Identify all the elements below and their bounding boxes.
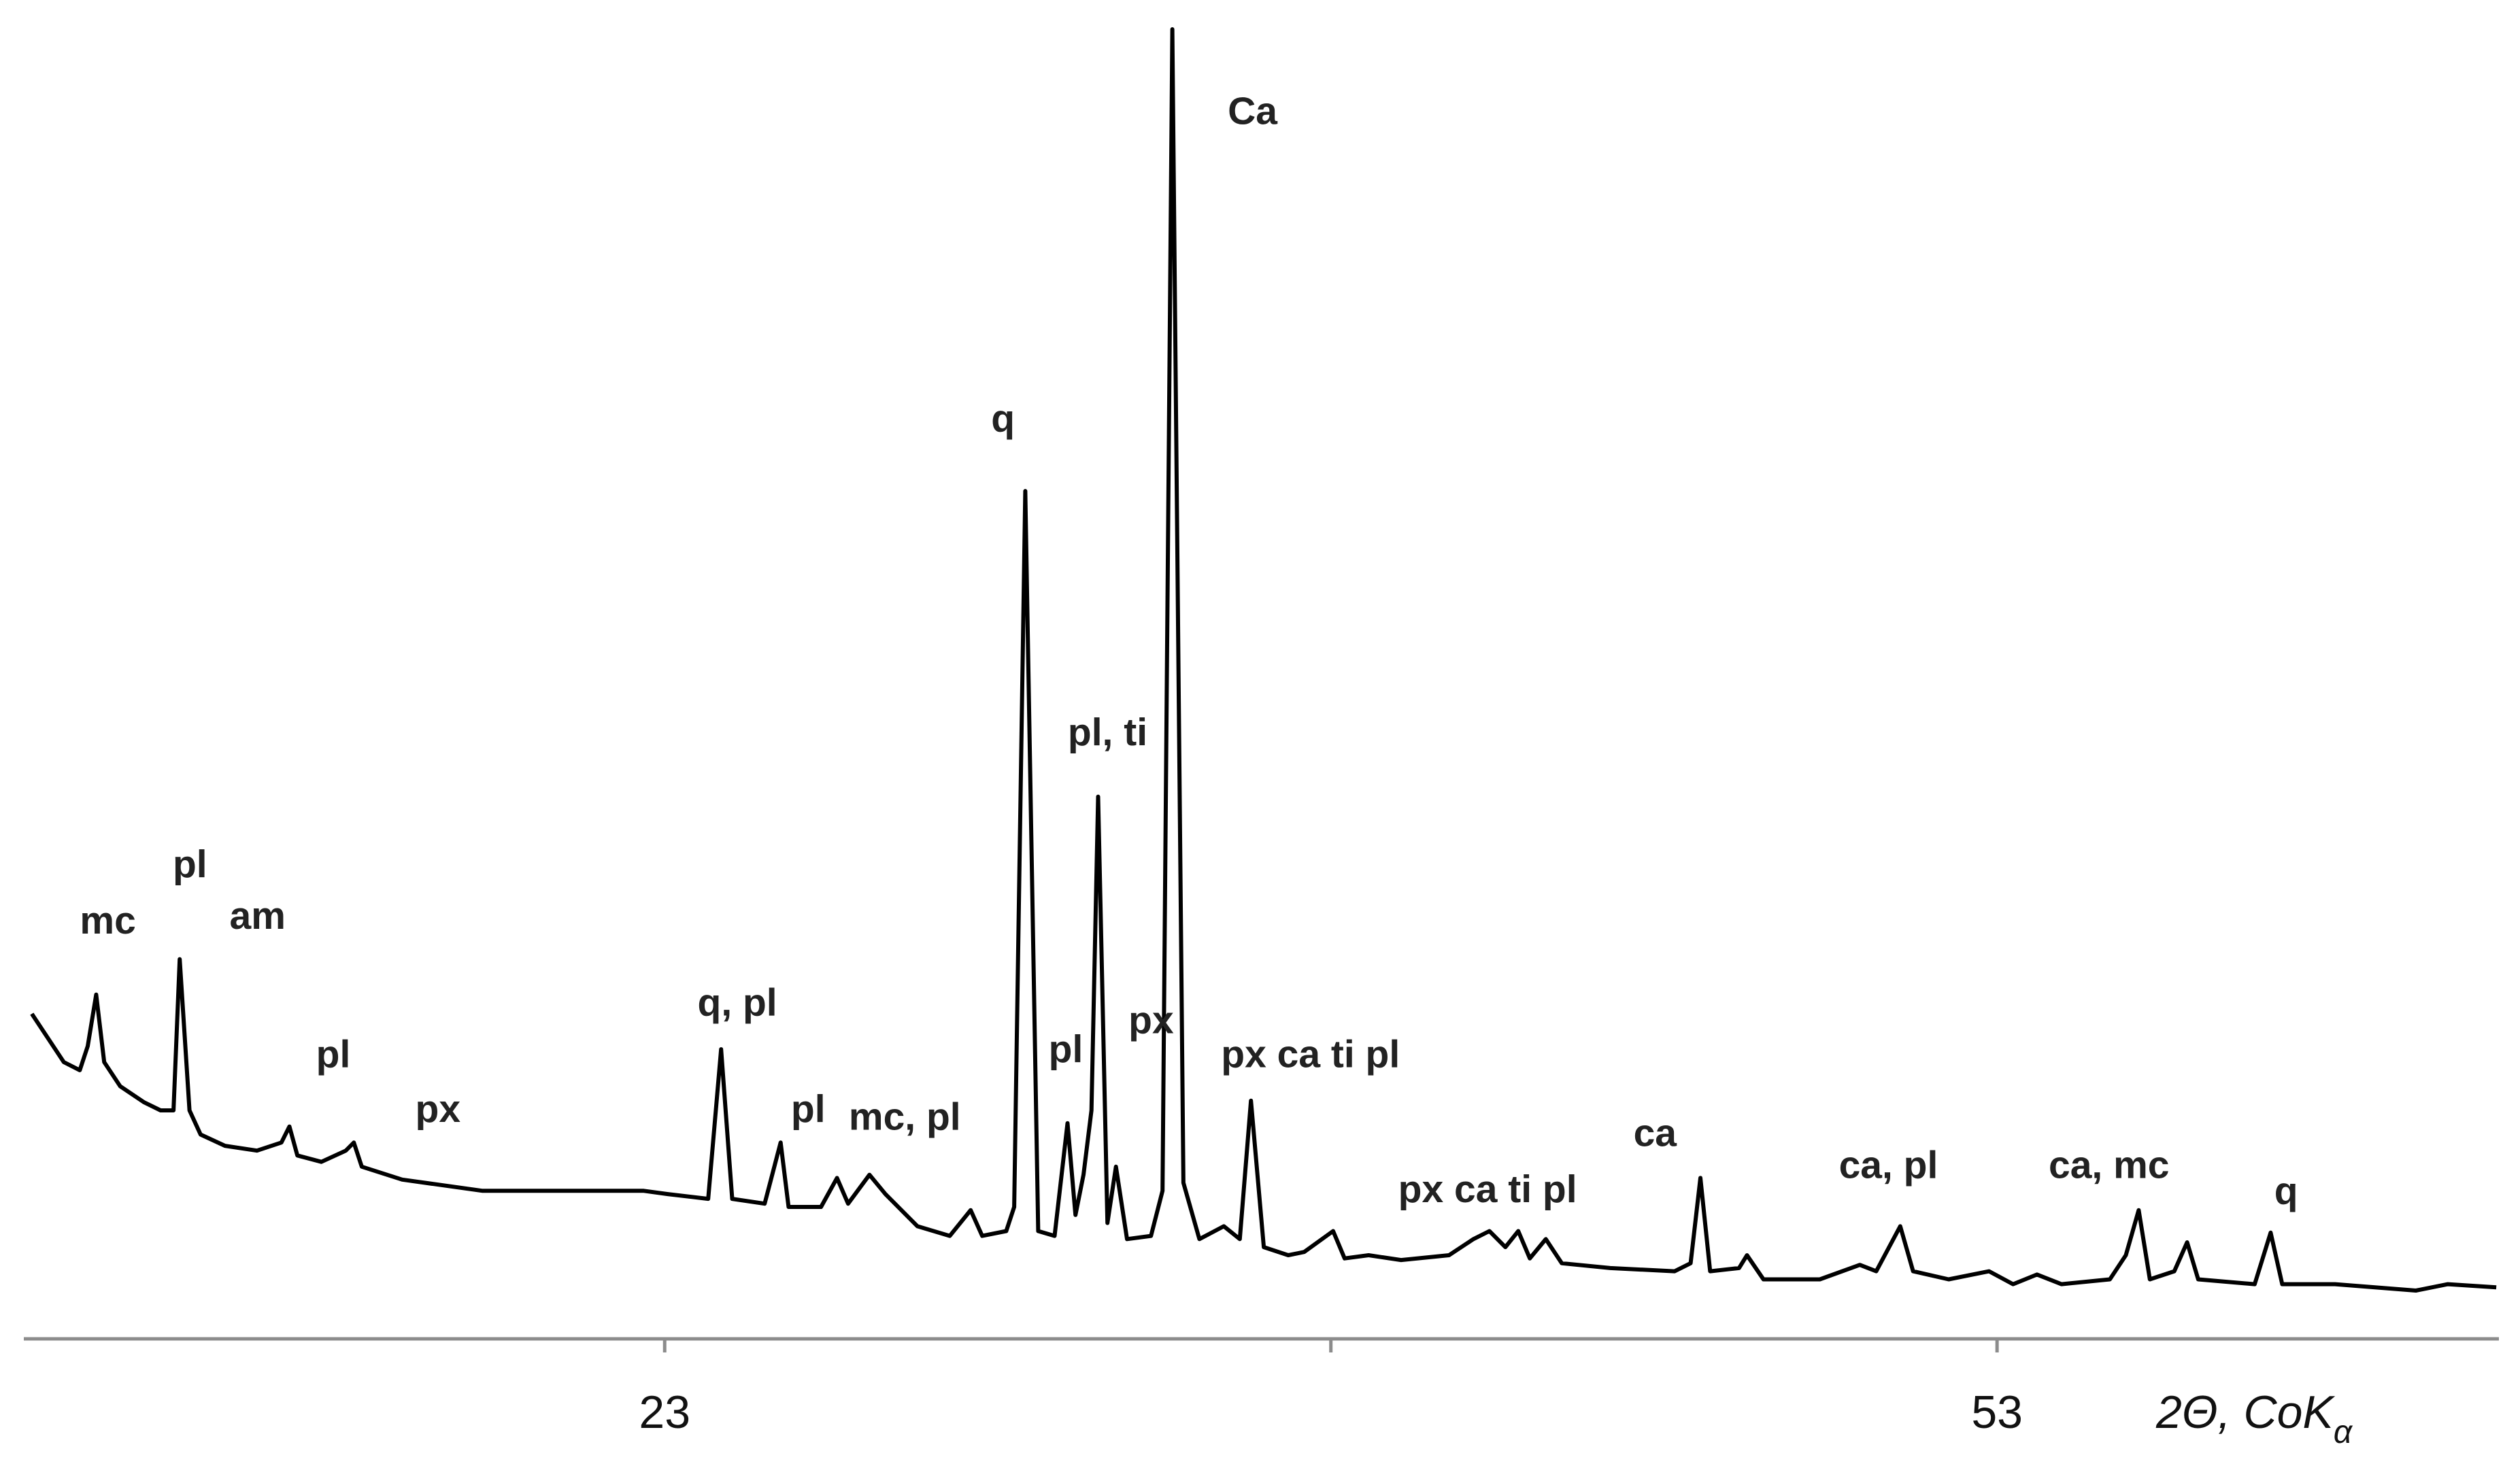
peak-label: pl, ti <box>1068 711 1147 754</box>
peak-label: Ca <box>1228 89 1278 133</box>
x-axis-label: 2Θ, CoKα <box>2155 1386 2353 1450</box>
peak-label: ca <box>1634 1111 1678 1155</box>
peak-label: ca, mc <box>2049 1144 2169 1187</box>
peak-label: q <box>2274 1170 2298 1213</box>
peak-label: mc, pl <box>849 1095 961 1139</box>
x-tick-label: 53 <box>1971 1386 2023 1438</box>
peak-label: pl <box>173 842 207 886</box>
peak-label: q <box>991 396 1015 440</box>
x-axis-label-subscript: α <box>2334 1414 2353 1450</box>
peak-label: ca, pl <box>1839 1144 1938 1187</box>
peak-label: pl <box>1049 1027 1083 1071</box>
peak-label: q, pl <box>698 981 777 1025</box>
peak-label: am <box>230 894 286 938</box>
peak-label: pl <box>791 1087 826 1131</box>
peak-label: px <box>1128 999 1174 1042</box>
peak-label: px <box>416 1087 461 1131</box>
data-line <box>30 27 2497 1293</box>
peak-label: px ca ti pl <box>1221 1032 1400 1076</box>
peak-label: px ca ti pl <box>1398 1167 1577 1211</box>
x-axis-label-main: 2Θ, CoK <box>2155 1386 2335 1438</box>
peak-label: pl <box>316 1032 351 1076</box>
x-tick-label: 23 <box>639 1386 690 1438</box>
peak-label: mc <box>80 899 135 942</box>
